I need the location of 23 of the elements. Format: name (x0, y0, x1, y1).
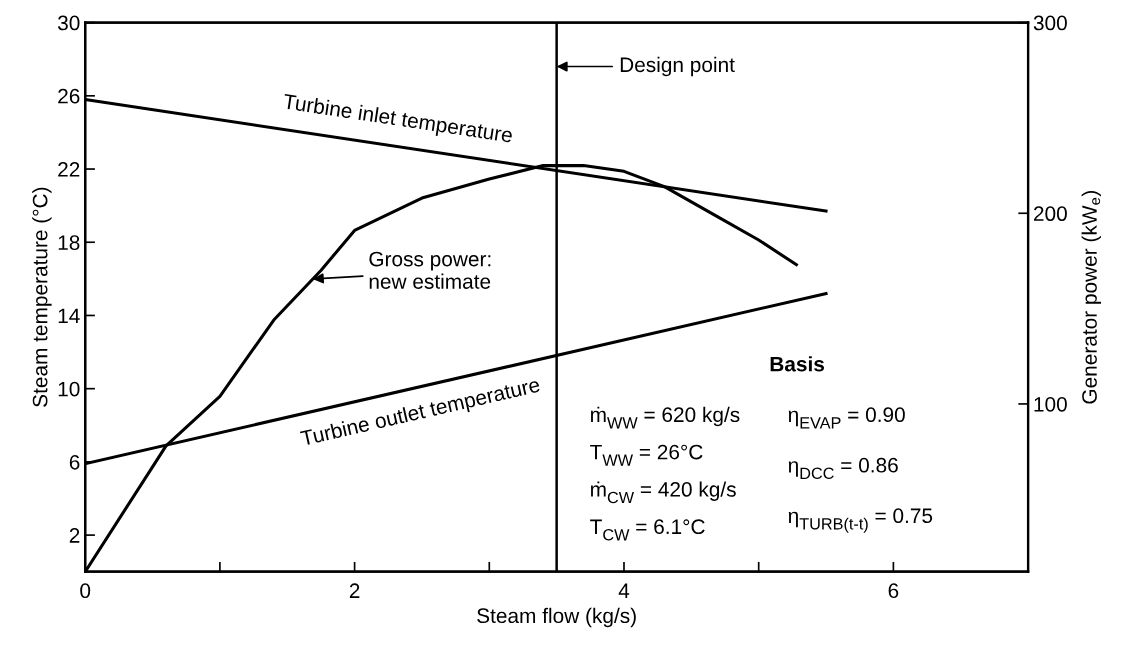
x-tick-label: 4 (618, 583, 630, 598)
ref-line-label: Design point (620, 56, 735, 77)
legend-label: Gross power: new estimate (369, 251, 491, 289)
y2-tick-label: 200 (1033, 206, 1067, 222)
y-tick-label: 26 (58, 88, 80, 104)
y-tick-label: 22 (58, 162, 80, 177)
y-axis-title: Steam temperature (°C) (32, 187, 52, 407)
y-tick-label: 2 (69, 528, 80, 543)
y2-tick-label: 100 (1034, 396, 1067, 412)
y-tick-label: 14 (58, 308, 80, 324)
x-tick-label: 2 (349, 583, 360, 598)
annotation: Basis (770, 356, 825, 372)
text: Turbine inlet temperature (282, 93, 514, 147)
y-tick-label: 10 (58, 381, 80, 397)
y-tick-label: 30 (57, 15, 80, 31)
y-tick-label: 6 (69, 454, 80, 470)
x-tick-label: 0 (80, 583, 91, 599)
x-tick-label: 6 (888, 583, 899, 599)
y2-axis-title: Generator power (kW$_{e}$) (1081, 191, 1102, 404)
text: Turbine outlet temperature (299, 376, 542, 451)
y-tick-label: 18 (58, 235, 80, 250)
y2-tick-label: 300 (1033, 15, 1067, 31)
x-axis-title: Steam flow (kg/s) (477, 607, 636, 628)
